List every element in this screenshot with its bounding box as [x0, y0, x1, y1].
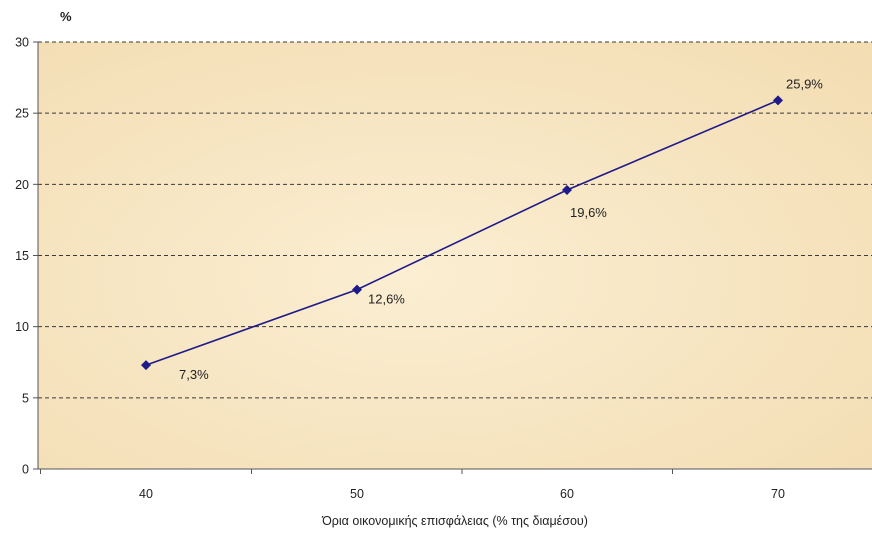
- data-labels: 7,3% 12,6% 19,6% 25,9%: [179, 76, 823, 382]
- data-label: 12,6%: [368, 292, 405, 307]
- x-tick-label: 70: [771, 487, 785, 501]
- data-label: 7,3%: [179, 367, 209, 382]
- y-axis-label: %: [60, 9, 72, 24]
- gridlines: [38, 41, 872, 399]
- data-point-marker: [562, 185, 572, 196]
- data-point-marker: [773, 95, 783, 106]
- y-tick-label: 10: [15, 320, 29, 334]
- y-tick-label: 30: [15, 36, 29, 50]
- x-tick-label: 60: [560, 487, 574, 501]
- data-point-marker: [141, 360, 151, 371]
- data-point-marker: [352, 284, 362, 295]
- y-tick-label: 15: [15, 249, 29, 263]
- y-tick-label: 5: [22, 391, 29, 405]
- data-series: [141, 95, 783, 371]
- y-tick-label: 20: [15, 178, 29, 192]
- y-tick-label: 0: [22, 463, 29, 477]
- data-label: 25,9%: [786, 76, 823, 91]
- axes: 0 5 10 15 20 25 30 40 50 60 70: [15, 36, 872, 501]
- data-label: 19,6%: [570, 205, 607, 220]
- y-tick-label: 25: [15, 107, 29, 121]
- series-line: [145, 99, 779, 366]
- x-tick-label: 40: [139, 487, 153, 501]
- x-tick-label: 50: [350, 487, 364, 501]
- x-axis-title: Όρια οικονομικής επισφάλειας (% της διαμ…: [321, 514, 588, 528]
